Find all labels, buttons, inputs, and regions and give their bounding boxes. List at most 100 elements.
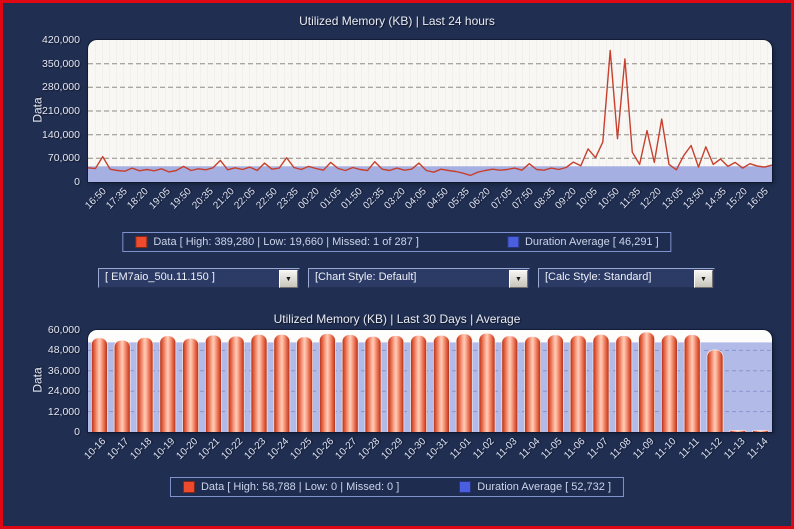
- x-tick-label: 10-27: [333, 436, 360, 462]
- chart2-legend-avg-label: Duration Average [ 52,732 ]: [477, 481, 612, 493]
- duration-average-band: [88, 342, 772, 432]
- y-tick-label: 140,000: [42, 129, 80, 141]
- y-tick-label: 24,000: [47, 385, 80, 397]
- chart2-legend-data-entry: Data [ High: 58,788 | Low: 0 | Missed: 0…: [182, 481, 400, 493]
- x-tick-label: 20:35: [190, 186, 216, 212]
- x-tick-label: 10-26: [310, 436, 337, 462]
- device-select-arrow-icon[interactable]: ▼: [279, 270, 298, 288]
- x-tick-label: 09:20: [553, 186, 579, 212]
- bar: [273, 334, 291, 432]
- x-tick-label: 11-10: [653, 436, 679, 462]
- chart-style-select-arrow-icon[interactable]: ▼: [509, 270, 528, 288]
- chart2-legend-avg-entry: Duration Average [ 52,732 ]: [459, 481, 611, 493]
- bar: [319, 333, 336, 432]
- line-chart-svg: [88, 49, 772, 182]
- x-tick-label: 11-12: [699, 436, 725, 462]
- bar: [683, 334, 701, 432]
- data-line: [88, 49, 772, 177]
- chart2-y-tick-labels: 0 12,000 24,000 36,000 48,000 60,000: [3, 3, 84, 526]
- y-tick-label: 420,000: [42, 34, 80, 46]
- bar: [387, 335, 405, 432]
- chart2-y-axis-label: Data: [30, 367, 45, 393]
- x-tick-label: 10-16: [82, 436, 109, 462]
- x-tick-label: 00:20: [296, 186, 322, 212]
- chart2-plot-area: [88, 330, 772, 432]
- x-tick-label: 17:35: [104, 186, 130, 212]
- calc-style-select-arrow-icon[interactable]: ▼: [694, 270, 713, 288]
- x-tick-label: 11-13: [722, 436, 748, 462]
- bar: [752, 430, 769, 432]
- chart2-legend-data-label: Data [ High: 58,788 | Low: 0 | Missed: 0…: [200, 481, 400, 493]
- chart1-legend: Data [ High: 389,280 | Low: 19,660 | Mis…: [122, 232, 672, 252]
- x-tick-label: 11-08: [608, 436, 634, 462]
- x-tick-label: 11-02: [471, 436, 497, 462]
- x-tick-label: 10:05: [574, 186, 600, 212]
- duration-average-swatch-icon: [506, 236, 519, 248]
- x-tick-label: 10-28: [356, 436, 383, 462]
- device-select-value: [ EM7aio_50u.11.150 ]: [105, 271, 215, 283]
- x-tick-label: 10:50: [596, 186, 622, 212]
- chart1-plot-area: [88, 40, 772, 182]
- x-tick-label: 11:35: [617, 186, 643, 211]
- bar-chart-svg: [88, 331, 772, 432]
- x-tick-label: 04:05: [403, 186, 429, 212]
- chart-style-select[interactable]: [Chart Style: Default] ▼: [308, 268, 530, 288]
- bar: [159, 335, 177, 432]
- x-tick-label: 11-01: [448, 436, 474, 462]
- y-tick-label: 12,000: [47, 406, 80, 418]
- x-tick-label: 05:35: [446, 186, 472, 212]
- x-tick-label: 11-14: [745, 436, 771, 462]
- bar: [136, 337, 154, 432]
- bar: [524, 336, 541, 432]
- x-tick-label: 11-03: [494, 436, 520, 462]
- calc-style-select-value: [Calc Style: Standard]: [545, 271, 652, 283]
- y-tick-label: 0: [74, 176, 80, 188]
- bar: [455, 333, 473, 432]
- y-tick-label: 210,000: [42, 105, 80, 117]
- x-tick-label: 11-07: [585, 436, 611, 462]
- chart2-legend: Data [ High: 58,788 | Low: 0 | Missed: 0…: [169, 477, 625, 497]
- chart1-x-tick-labels: 16:50 17:35 18:20 19:05 19:50 20:35 21:20 22:05…: [3, 184, 791, 230]
- bar: [113, 339, 131, 432]
- bar: [227, 335, 245, 432]
- chart1-title: Utilized Memory (KB) | Last 24 hours: [299, 14, 495, 28]
- device-select[interactable]: [ EM7aio_50u.11.150 ] ▼: [98, 268, 300, 288]
- x-tick-label: 19:05: [147, 186, 173, 212]
- data-series-swatch-icon: [182, 481, 195, 493]
- x-tick-label: 10-29: [379, 436, 406, 462]
- x-tick-label: 11-11: [676, 436, 702, 461]
- chart1-legend-avg-label: Duration Average [ 46,291 ]: [524, 236, 659, 248]
- x-tick-label: 16:05: [745, 186, 771, 212]
- x-tick-label: 10-21: [196, 436, 223, 462]
- calc-style-select[interactable]: [Calc Style: Standard] ▼: [538, 268, 715, 288]
- bar: [615, 335, 633, 432]
- x-tick-label: 22:05: [232, 186, 258, 212]
- x-tick-label: 10-30: [402, 436, 429, 462]
- x-tick-label: 11-04: [517, 436, 543, 462]
- chart1-legend-avg-entry: Duration Average [ 46,291 ]: [506, 236, 659, 248]
- bar: [364, 335, 382, 432]
- bar: [638, 331, 655, 432]
- bar: [592, 334, 610, 432]
- y-tick-label: 280,000: [42, 81, 80, 93]
- y-tick-label: 70,000: [47, 152, 80, 164]
- x-tick-label: 10-25: [288, 436, 315, 462]
- x-tick-label: 06:20: [467, 186, 493, 212]
- chart2-title: Utilized Memory (KB) | Last 30 Days | Av…: [273, 312, 521, 326]
- chart1-legend-data-entry: Data [ High: 389,280 | Low: 19,660 | Mis…: [135, 236, 419, 248]
- x-tick-label: 01:05: [318, 186, 344, 212]
- x-tick-label: 16:50: [83, 186, 109, 212]
- x-tick-label: 13:05: [660, 186, 686, 212]
- duration-average-band: [88, 166, 772, 182]
- x-tick-label: 10-20: [174, 436, 201, 462]
- x-tick-label: 13:50: [681, 186, 707, 212]
- bar: [547, 334, 564, 432]
- bar: [182, 337, 199, 432]
- chart1-legend-data-label: Data [ High: 389,280 | Low: 19,660 | Mis…: [153, 236, 419, 248]
- bar: [410, 335, 427, 432]
- x-tick-label: 07:50: [510, 186, 536, 212]
- x-tick-label: 10-31: [424, 436, 451, 462]
- bar: [341, 334, 359, 432]
- x-tick-label: 18:20: [125, 186, 151, 212]
